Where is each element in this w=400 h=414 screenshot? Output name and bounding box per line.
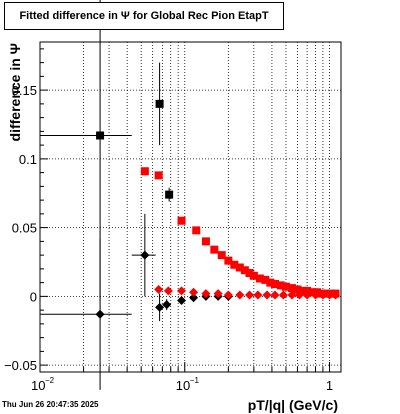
- chart-title: Fitted difference in Ψ for Global Rec Pi…: [19, 10, 269, 22]
- data-point-diamond: [154, 285, 164, 294]
- data-point-square: [245, 269, 254, 277]
- data-point-diamond: [331, 290, 341, 300]
- x-tick-label-base: 1: [326, 378, 333, 393]
- data-point-diamond: [223, 290, 233, 300]
- data-point-diamond: [245, 290, 255, 300]
- data-point-square: [165, 190, 174, 199]
- x-tick-label: 1: [326, 378, 333, 393]
- y-tick-label: 0.15: [12, 83, 37, 98]
- data-point-diamond: [189, 287, 199, 297]
- data-point-diamond: [287, 290, 297, 300]
- data-point-square: [177, 216, 186, 225]
- data-point-square: [276, 281, 285, 290]
- data-point-square: [240, 266, 249, 275]
- data-point-diamond: [318, 290, 328, 300]
- data-point-diamond: [253, 290, 263, 300]
- data-point-diamond: [155, 302, 165, 312]
- data-point-diamond: [262, 290, 272, 300]
- data-point-square: [154, 171, 163, 180]
- data-point-square: [224, 256, 233, 265]
- data-point-diamond: [302, 290, 312, 300]
- x-tick-label: 10 −2: [31, 376, 55, 393]
- data-point-square: [270, 280, 279, 288]
- data-point-square: [293, 285, 302, 294]
- x-axis-label: pT/|q| (GeV/c): [248, 397, 338, 413]
- data-point-square: [230, 260, 239, 269]
- data-point-square: [155, 99, 164, 108]
- timestamp: Thu Jun 26 20:47:35 2025: [2, 400, 99, 409]
- plot-frame: [39, 41, 342, 373]
- data-point-square: [261, 275, 270, 284]
- data-point-diamond: [177, 286, 187, 296]
- grid: [39, 42, 341, 372]
- data-point-diamond: [213, 289, 223, 299]
- data-point-diamond: [189, 293, 199, 303]
- data-point-square: [201, 237, 210, 246]
- y-tick-label: 0.05: [12, 221, 37, 236]
- data-point-diamond: [294, 290, 304, 300]
- x-tick-label-exponent: −2: [45, 376, 55, 385]
- data-point-square: [287, 284, 296, 293]
- x-tick-label-exponent: −1: [190, 376, 200, 385]
- data-point-square: [281, 282, 290, 291]
- x-tick-label-base: 10: [176, 378, 190, 393]
- data-point-diamond: [95, 309, 105, 319]
- x-tick-label-base: 10: [31, 378, 45, 393]
- data-point-diamond: [311, 290, 321, 300]
- data-point-diamond: [325, 290, 335, 300]
- data-point-square: [298, 286, 307, 295]
- data-point-diamond: [163, 286, 173, 296]
- y-axis-label: difference in Ψ: [7, 43, 23, 141]
- data-layer: [40, 0, 341, 390]
- data-point-diamond: [270, 290, 280, 300]
- y-tick-label: 0: [30, 289, 37, 304]
- data-point-square: [308, 288, 317, 297]
- data-point-square: [255, 274, 264, 283]
- data-point-diamond: [162, 300, 172, 310]
- data-point-square: [96, 131, 105, 140]
- data-point-square: [266, 278, 275, 287]
- data-point-diamond: [235, 290, 245, 300]
- data-point-square: [192, 226, 201, 235]
- data-point-square: [235, 263, 244, 272]
- data-point-square: [249, 271, 258, 280]
- data-point-square: [140, 167, 149, 176]
- y-tick-label: 0.1: [19, 152, 37, 167]
- axis-ticks: [39, 48, 331, 372]
- data-point-diamond: [201, 289, 211, 299]
- data-point-diamond: [140, 250, 150, 260]
- chart-title-box: Fitted difference in Ψ for Global Rec Pi…: [4, 2, 284, 30]
- data-point-square: [322, 289, 331, 298]
- series-3: [154, 285, 341, 300]
- x-tick-label: 10 −1: [176, 376, 200, 393]
- data-point-square: [210, 245, 219, 254]
- data-point-diamond: [278, 290, 288, 300]
- y-tick-label: −0.05: [4, 358, 37, 373]
- data-point-diamond: [177, 296, 187, 305]
- data-point-square: [217, 251, 226, 260]
